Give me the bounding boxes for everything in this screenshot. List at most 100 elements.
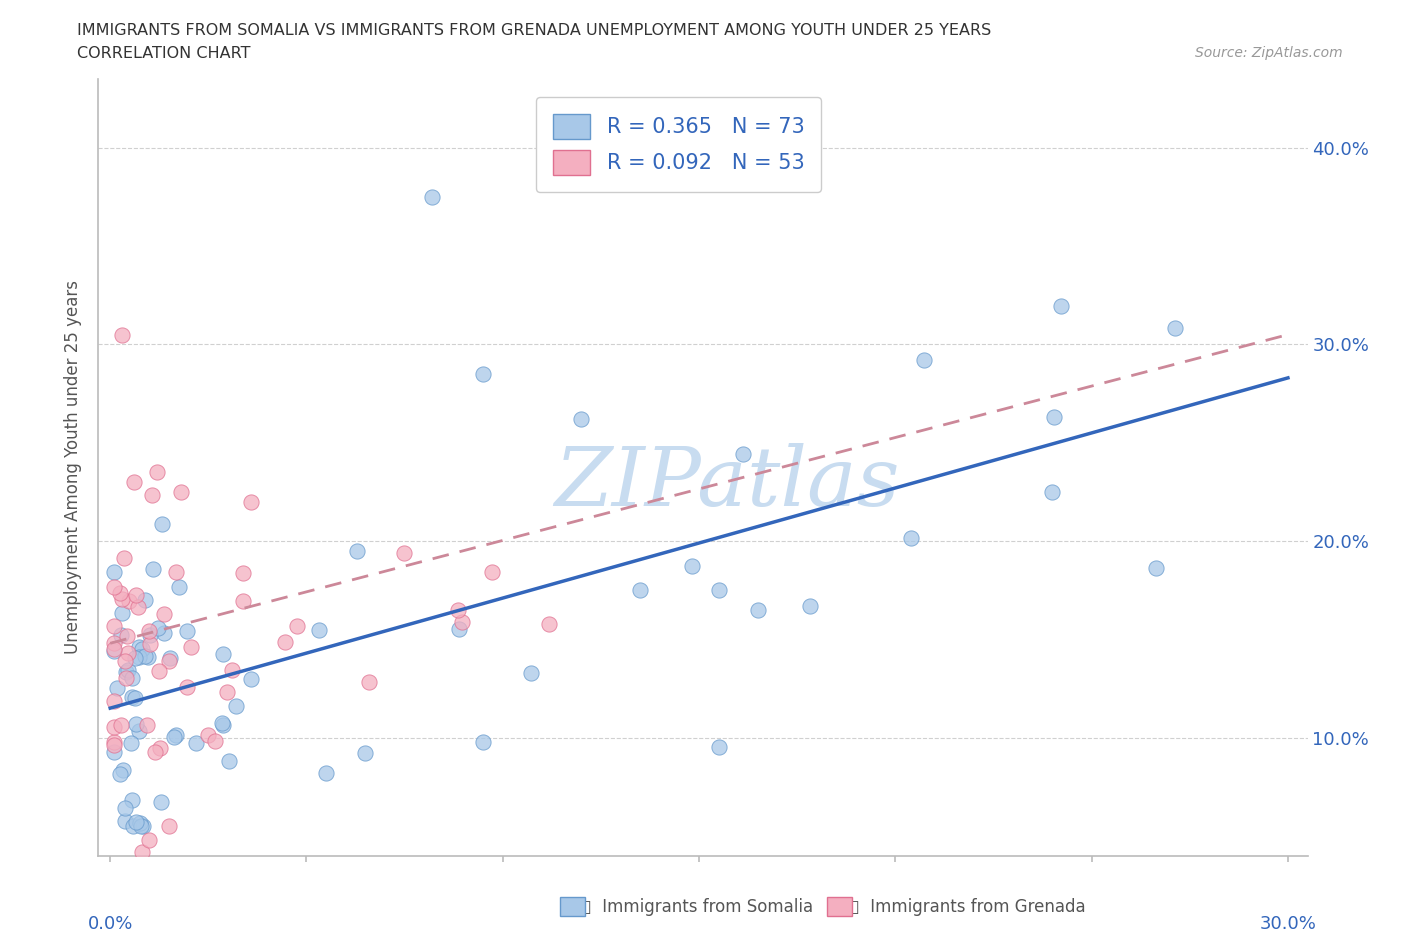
Point: [108, 585, 131, 600]
Point: [139, 636, 162, 651]
Point: [392, 546, 415, 561]
Point: [103, 565, 125, 579]
Point: [117, 662, 139, 677]
Point: [114, 671, 136, 685]
Point: [212, 718, 235, 733]
Point: [221, 662, 243, 677]
Point: [184, 736, 207, 751]
Point: [110, 717, 132, 732]
Point: [176, 679, 198, 694]
Point: [232, 593, 254, 608]
Point: [163, 730, 186, 745]
Point: [143, 745, 166, 760]
Point: [111, 327, 134, 342]
Point: [707, 583, 730, 598]
Point: [273, 634, 295, 649]
Point: [218, 754, 240, 769]
Y-axis label: Unemployment Among Youth under 25 years: Unemployment Among Youth under 25 years: [65, 280, 83, 655]
Point: [103, 644, 125, 658]
Point: [103, 579, 125, 594]
Point: [128, 639, 150, 654]
Point: [103, 745, 125, 760]
Point: [472, 366, 495, 381]
Point: [110, 627, 132, 642]
Point: [111, 592, 134, 607]
Point: [149, 741, 172, 756]
Point: [131, 642, 153, 657]
Point: [681, 558, 703, 573]
Point: [180, 640, 202, 655]
Point: [121, 792, 143, 807]
Point: [240, 671, 263, 686]
Point: [125, 588, 148, 603]
Point: [1049, 299, 1071, 313]
Point: [240, 494, 263, 509]
Point: [149, 794, 172, 809]
Point: [420, 190, 443, 205]
Text: □  Immigrants from Somalia: □ Immigrants from Somalia: [576, 897, 814, 916]
Point: [121, 818, 143, 833]
Point: [146, 620, 169, 635]
Point: [105, 681, 128, 696]
Point: [165, 565, 187, 579]
Text: IMMIGRANTS FROM SOMALIA VS IMMIGRANTS FROM GRENADA UNEMPLOYMENT AMONG YOUTH UNDE: IMMIGRANTS FROM SOMALIA VS IMMIGRANTS FR…: [77, 23, 991, 38]
Point: [129, 818, 152, 833]
Point: [150, 516, 173, 531]
Point: [167, 579, 190, 594]
Point: [114, 801, 136, 816]
Point: [197, 728, 219, 743]
Point: [117, 645, 139, 660]
Text: Source: ZipAtlas.com: Source: ZipAtlas.com: [1195, 46, 1343, 60]
Point: [747, 603, 769, 618]
Point: [204, 734, 226, 749]
Point: [131, 844, 153, 859]
Point: [128, 650, 150, 665]
Point: [134, 592, 156, 607]
Point: [103, 720, 125, 735]
Point: [1164, 320, 1187, 335]
Point: [121, 671, 143, 685]
Point: [211, 715, 233, 730]
Point: [212, 646, 235, 661]
Point: [138, 623, 160, 638]
Point: [111, 763, 134, 777]
Point: [112, 551, 135, 565]
Point: [141, 487, 163, 502]
Point: [127, 599, 149, 614]
Point: [115, 629, 138, 644]
Point: [354, 746, 377, 761]
Point: [217, 684, 239, 699]
Point: [232, 566, 254, 581]
Point: [731, 447, 754, 462]
Point: [114, 654, 136, 669]
Point: [170, 485, 193, 499]
Point: [103, 694, 125, 709]
Point: [129, 816, 152, 830]
Point: [159, 650, 181, 665]
Point: [132, 818, 155, 833]
Point: [103, 619, 125, 634]
Point: [707, 740, 730, 755]
Point: [346, 544, 368, 559]
Point: [114, 814, 136, 829]
Point: [1144, 561, 1167, 576]
Point: [447, 603, 470, 618]
Point: [1043, 410, 1066, 425]
Point: [103, 735, 125, 750]
Point: [142, 562, 165, 577]
Point: [569, 412, 592, 427]
Point: [157, 654, 180, 669]
Point: [152, 626, 174, 641]
Point: [125, 815, 148, 830]
Point: [357, 674, 380, 689]
Point: [799, 599, 821, 614]
Point: [108, 767, 131, 782]
Point: [121, 689, 143, 704]
Point: [287, 618, 309, 633]
Point: [139, 628, 162, 643]
Point: [225, 698, 247, 713]
Point: [447, 622, 470, 637]
Point: [450, 615, 472, 630]
Point: [115, 665, 138, 680]
Point: [628, 583, 651, 598]
